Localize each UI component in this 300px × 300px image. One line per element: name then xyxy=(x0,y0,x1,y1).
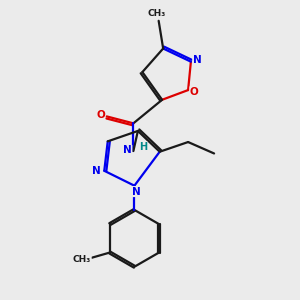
Text: N: N xyxy=(92,166,101,176)
Text: N: N xyxy=(132,187,141,196)
Text: N: N xyxy=(123,145,132,155)
Text: CH₃: CH₃ xyxy=(148,9,166,18)
Text: O: O xyxy=(190,87,199,97)
Text: H: H xyxy=(139,142,147,152)
Text: N: N xyxy=(193,55,202,65)
Text: CH₃: CH₃ xyxy=(73,255,91,264)
Text: O: O xyxy=(96,110,105,120)
